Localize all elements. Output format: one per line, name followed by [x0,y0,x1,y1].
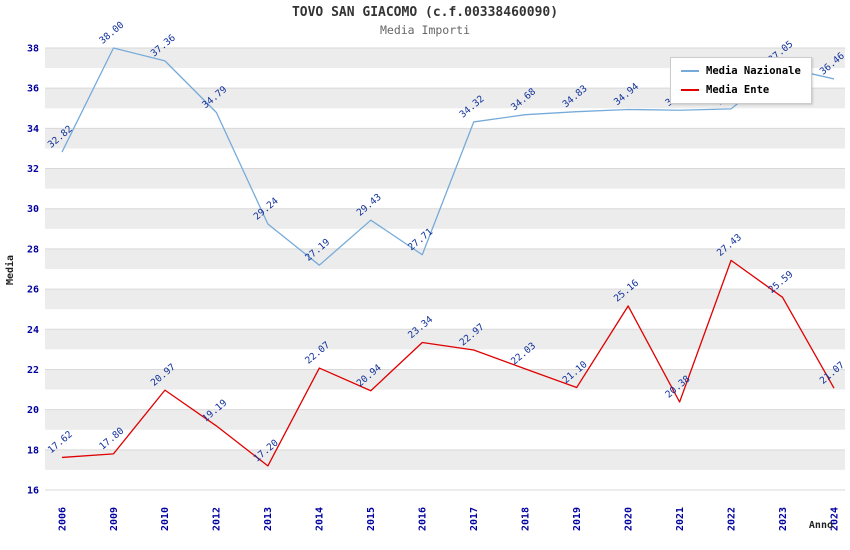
y-tick-label: 26 [27,285,39,296]
plot-band [45,449,845,470]
y-tick-label: 38 [27,44,39,55]
y-tick-label: 22 [27,365,39,376]
plot-band [45,409,845,430]
x-tick-label: 2010 [160,507,171,531]
y-tick-label: 30 [27,204,39,215]
plot-band [45,48,845,69]
plot-band [45,289,845,310]
plot-band [45,128,845,149]
legend-item-media-nazionale[interactable]: Media Nazionale [681,65,801,77]
gridlines [45,47,845,491]
x-tick-label: 2014 [315,507,326,531]
x-tick-label: 2016 [418,507,429,531]
line-swatch-ente [681,89,699,91]
series-lines [61,47,835,467]
y-tick-label: 28 [27,244,39,255]
line-swatch-nazionale [681,70,699,72]
y-axis-label: Media [4,255,16,285]
series-line [61,47,835,266]
chart-title: TOVO SAN GIACOMO (c.f.00338460090) [292,5,558,20]
y-tick-label: 18 [27,445,39,456]
y-tick-label: 32 [27,164,39,175]
x-tick-label: 2012 [212,507,223,531]
x-tick-label: 2021 [675,507,686,531]
x-tick-label: 2013 [263,507,274,531]
plot-band [45,208,845,229]
x-tick-label: 2024 [829,507,840,531]
y-tick-label: 36 [27,84,39,95]
x-tick-label: 2006 [57,507,68,531]
legend-label-nazionale: Media Nazionale [706,65,801,77]
y-tick-label: 34 [27,124,39,135]
chart-subtitle: Media Importi [380,23,470,37]
x-tick-label: 2022 [726,507,737,531]
y-tick-label: 24 [27,325,39,336]
legend: Media Nazionale Media Ente [670,57,812,104]
x-tick-label: 2019 [572,507,583,531]
plot-band [45,329,845,350]
x-tick-label: 2023 [778,507,789,531]
plot-band [45,369,845,390]
x-tick-label: 2015 [366,507,377,531]
series-line [61,259,835,467]
x-tick-label: 2020 [623,507,634,531]
plot-band [45,248,845,269]
legend-item-media-ente[interactable]: Media Ente [681,84,801,96]
x-tick-label: 2009 [109,507,120,531]
y-tick-label: 20 [27,405,39,416]
legend-label-ente: Media Ente [706,84,770,96]
x-tick-label: 2017 [469,507,480,531]
y-tick-label: 16 [27,486,39,497]
plot-band [45,88,845,109]
plot-bands [45,40,845,490]
x-tick-label: 2018 [521,507,532,531]
x-axis-label: Anno [809,520,833,531]
plot-band [45,168,845,189]
